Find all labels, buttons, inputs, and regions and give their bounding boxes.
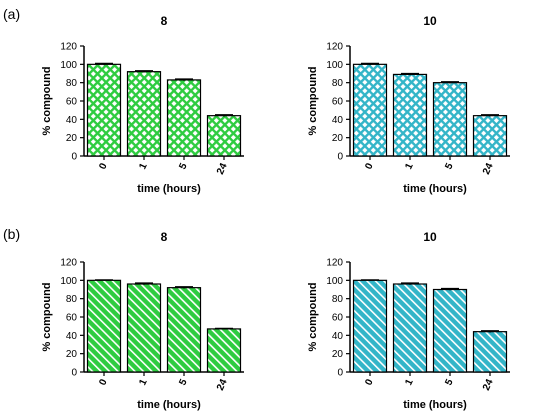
bar-5 <box>166 287 202 373</box>
bar-24 <box>206 115 242 157</box>
y-tick-label: 0 <box>71 152 77 163</box>
bar-1 <box>392 283 428 373</box>
y-tick-label: 120 <box>326 258 343 269</box>
chart-title: 10 <box>423 230 437 244</box>
chart-title: 8 <box>161 230 168 244</box>
y-tick-label: 0 <box>337 152 343 163</box>
y-tick-label: 80 <box>66 294 78 305</box>
y-tick-label: 40 <box>66 115 78 126</box>
bar-0 <box>86 279 122 373</box>
x-tick-label: 1 <box>137 377 150 387</box>
y-tick-label: 20 <box>66 133 78 144</box>
x-axis-label: time (hours) <box>403 183 467 195</box>
y-tick-label: 40 <box>66 331 78 342</box>
y-tick-label: 100 <box>60 276 77 287</box>
y-tick-label: 120 <box>60 42 77 53</box>
y-tick-label: 100 <box>60 60 77 71</box>
y-tick-label: 60 <box>332 313 344 324</box>
bar-1 <box>126 283 162 373</box>
y-tick-label: 20 <box>332 133 344 144</box>
bar-5 <box>432 288 468 373</box>
x-tick-label: 5 <box>177 377 190 387</box>
x-tick-label: 5 <box>443 377 456 387</box>
y-tick-label: 20 <box>66 349 78 360</box>
y-axis-label: % compound <box>41 66 53 135</box>
chart-title: 10 <box>423 14 437 28</box>
x-axis-label: time (hours) <box>403 399 467 411</box>
x-axis-label: time (hours) <box>137 183 201 195</box>
bar-1 <box>392 73 428 157</box>
x-tick-label: 24 <box>481 161 496 176</box>
y-tick-label: 60 <box>332 97 344 108</box>
x-tick-label: 0 <box>363 377 376 387</box>
y-tick-label: 80 <box>332 294 344 305</box>
bar-24 <box>206 328 242 373</box>
x-tick-label: 1 <box>403 377 416 387</box>
bar-0 <box>86 63 122 157</box>
bar-24 <box>472 115 508 157</box>
y-tick-label: 120 <box>60 258 77 269</box>
panel-label-b: (b) <box>3 226 21 242</box>
x-tick-label: 1 <box>137 161 150 171</box>
x-tick-label: 0 <box>97 161 110 171</box>
y-axis-label: % compound <box>307 282 319 351</box>
x-tick-label: 24 <box>215 161 230 176</box>
y-tick-label: 40 <box>332 115 344 126</box>
x-tick-label: 0 <box>363 161 376 171</box>
y-tick-label: 80 <box>66 78 78 89</box>
chart-title: 8 <box>161 14 168 28</box>
bar-1 <box>126 71 162 157</box>
x-tick-label: 24 <box>481 377 496 392</box>
x-tick-label: 5 <box>177 161 190 171</box>
y-tick-label: 0 <box>71 368 77 379</box>
y-tick-label: 120 <box>326 42 343 53</box>
x-tick-label: 24 <box>215 377 230 392</box>
y-tick-label: 20 <box>332 349 344 360</box>
x-axis-label: time (hours) <box>137 399 201 411</box>
y-tick-label: 40 <box>332 331 344 342</box>
y-axis-label: % compound <box>307 66 319 135</box>
bar-0 <box>352 279 388 373</box>
x-tick-label: 1 <box>403 161 416 171</box>
y-axis-label: % compound <box>41 282 53 351</box>
y-tick-label: 100 <box>326 60 343 71</box>
bar-5 <box>166 79 202 157</box>
y-tick-label: 60 <box>66 97 78 108</box>
panel-label-a: (a) <box>3 6 21 22</box>
y-tick-label: 100 <box>326 276 343 287</box>
y-tick-label: 80 <box>332 78 344 89</box>
bar-0 <box>352 63 388 157</box>
y-tick-label: 0 <box>337 368 343 379</box>
x-tick-label: 5 <box>443 161 456 171</box>
y-tick-label: 60 <box>66 313 78 324</box>
bar-5 <box>432 82 468 157</box>
x-tick-label: 0 <box>97 377 110 387</box>
bar-24 <box>472 331 508 373</box>
